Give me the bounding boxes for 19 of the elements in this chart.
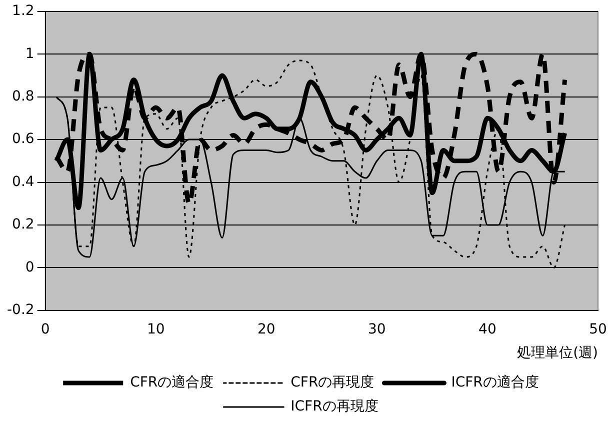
y-tick-label: 0.6	[12, 131, 34, 148]
x-tick-label: 40	[478, 321, 496, 338]
x-tick-label: 50	[589, 321, 607, 338]
y-tick-label: 0.2	[12, 216, 34, 233]
legend-label: CFRの再現度	[290, 374, 374, 391]
y-tick-label: -0.2	[6, 302, 34, 318]
x-axis-title: 処理単位(週)	[517, 345, 598, 362]
y-tick-label: 1	[25, 46, 34, 62]
legend-label: ICFRの再現度	[290, 398, 378, 415]
y-tick-label: 0	[25, 259, 34, 276]
legend-label: ICFRの適合度	[451, 374, 539, 391]
y-tick-label: 1.2	[12, 3, 34, 20]
y-tick-label: 0.8	[12, 88, 34, 104]
x-tick-label: 0	[40, 321, 50, 338]
legend-label: CFRの適合度	[130, 374, 214, 391]
x-tick-label: 10	[146, 321, 165, 338]
x-tick-label: 30	[368, 321, 386, 338]
x-tick-label: 20	[257, 321, 276, 338]
y-tick-label: 0.4	[12, 174, 34, 190]
